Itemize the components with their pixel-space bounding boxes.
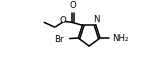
Text: NH₂: NH₂ (112, 34, 129, 43)
Text: Br: Br (54, 35, 64, 44)
Text: O: O (69, 1, 76, 10)
Text: O: O (60, 16, 67, 25)
Text: N: N (93, 15, 100, 24)
